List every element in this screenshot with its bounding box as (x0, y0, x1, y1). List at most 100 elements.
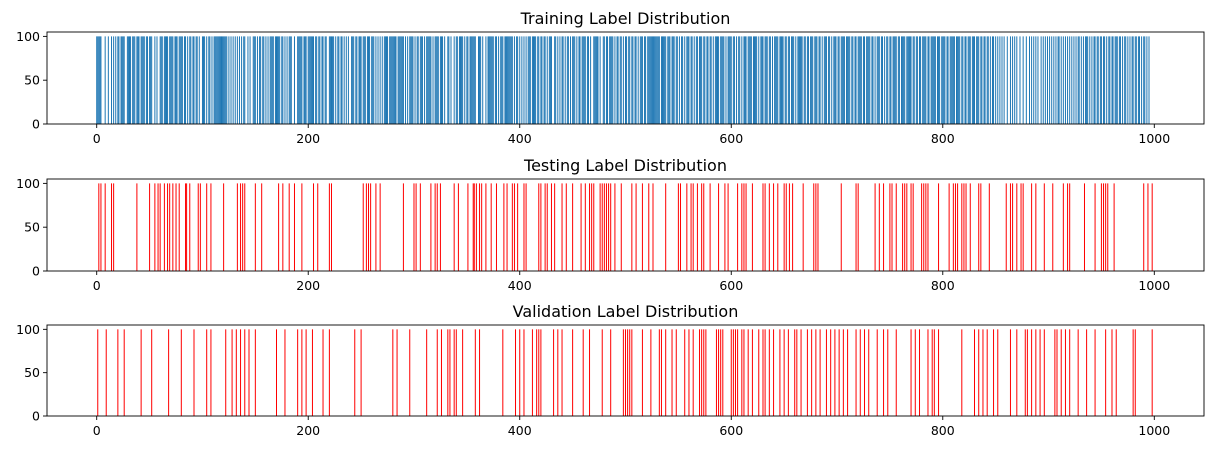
bar (385, 36, 387, 124)
bar (1054, 329, 1056, 416)
bar (800, 36, 802, 124)
bar (620, 36, 622, 124)
x-tick-label: 800 (931, 278, 955, 293)
bar (178, 36, 180, 124)
bar (375, 183, 377, 271)
bar (631, 183, 633, 271)
bar (172, 183, 174, 271)
bar (1031, 183, 1033, 271)
bar (544, 183, 546, 271)
bar (100, 36, 102, 124)
bar (97, 36, 99, 124)
bar (304, 36, 306, 124)
bar (902, 183, 904, 271)
bar (436, 183, 438, 271)
bar (977, 36, 979, 124)
bar (308, 36, 310, 124)
bar (1012, 183, 1014, 271)
bar (525, 36, 527, 124)
bar (774, 36, 776, 124)
bar (706, 36, 708, 124)
bar (989, 36, 991, 124)
bar (601, 183, 603, 271)
bar (313, 36, 315, 124)
bar (883, 329, 885, 416)
bar (596, 36, 598, 124)
bar (1111, 329, 1113, 416)
bar (792, 183, 794, 271)
bar (780, 36, 782, 124)
bar (324, 36, 326, 124)
bar (590, 36, 592, 124)
bar (811, 329, 813, 416)
bar (991, 36, 993, 124)
bar (1037, 36, 1039, 124)
bar (461, 36, 463, 124)
bar (1022, 36, 1024, 124)
bar (510, 36, 512, 124)
bar (130, 36, 132, 124)
bar (1077, 36, 1079, 124)
bar (434, 36, 436, 124)
bar (641, 329, 643, 416)
bar (1127, 36, 1129, 124)
bar (700, 36, 702, 124)
bar (154, 36, 156, 124)
bar (887, 329, 889, 416)
bar (895, 36, 897, 124)
bar (243, 36, 245, 124)
bar (1078, 36, 1080, 124)
bar (980, 36, 982, 124)
bar (584, 36, 586, 124)
bar (149, 36, 151, 124)
bar (785, 36, 787, 124)
bar (311, 36, 313, 124)
bar (1131, 36, 1133, 124)
bar (610, 36, 612, 124)
bar (175, 36, 177, 124)
bar (440, 36, 442, 124)
bar (997, 329, 999, 416)
bar (793, 36, 795, 124)
bar (213, 36, 215, 124)
bar (368, 183, 370, 271)
bar (650, 329, 652, 416)
bar (450, 36, 452, 124)
bar (1143, 36, 1145, 124)
bar (500, 36, 502, 124)
bar (1124, 36, 1126, 124)
bar (576, 36, 578, 124)
bar (1094, 329, 1096, 416)
bar (282, 36, 284, 124)
bar (649, 36, 651, 124)
bar (1026, 329, 1028, 416)
bar (278, 36, 280, 124)
bar (814, 36, 816, 124)
bar (910, 329, 912, 416)
bar (289, 36, 291, 124)
bar (903, 36, 905, 124)
bar (157, 183, 159, 271)
bar (779, 329, 781, 416)
bar (1134, 36, 1136, 124)
bar (728, 36, 730, 124)
bar (154, 183, 156, 271)
bar (180, 329, 182, 416)
bar (395, 36, 397, 124)
bar (1122, 36, 1124, 124)
bar (802, 183, 804, 271)
bar (210, 183, 212, 271)
bar (1043, 329, 1045, 416)
testing-chart-title: Testing Label Distribution (523, 156, 727, 175)
bar (589, 329, 591, 416)
bar (859, 329, 861, 416)
bar (561, 183, 563, 271)
x-tick-label: 200 (296, 278, 320, 293)
bar (907, 36, 909, 124)
bar (426, 329, 428, 416)
bar (1019, 36, 1021, 124)
bar (830, 329, 832, 416)
bar (354, 329, 356, 416)
bar (637, 36, 639, 124)
bar (965, 36, 967, 124)
